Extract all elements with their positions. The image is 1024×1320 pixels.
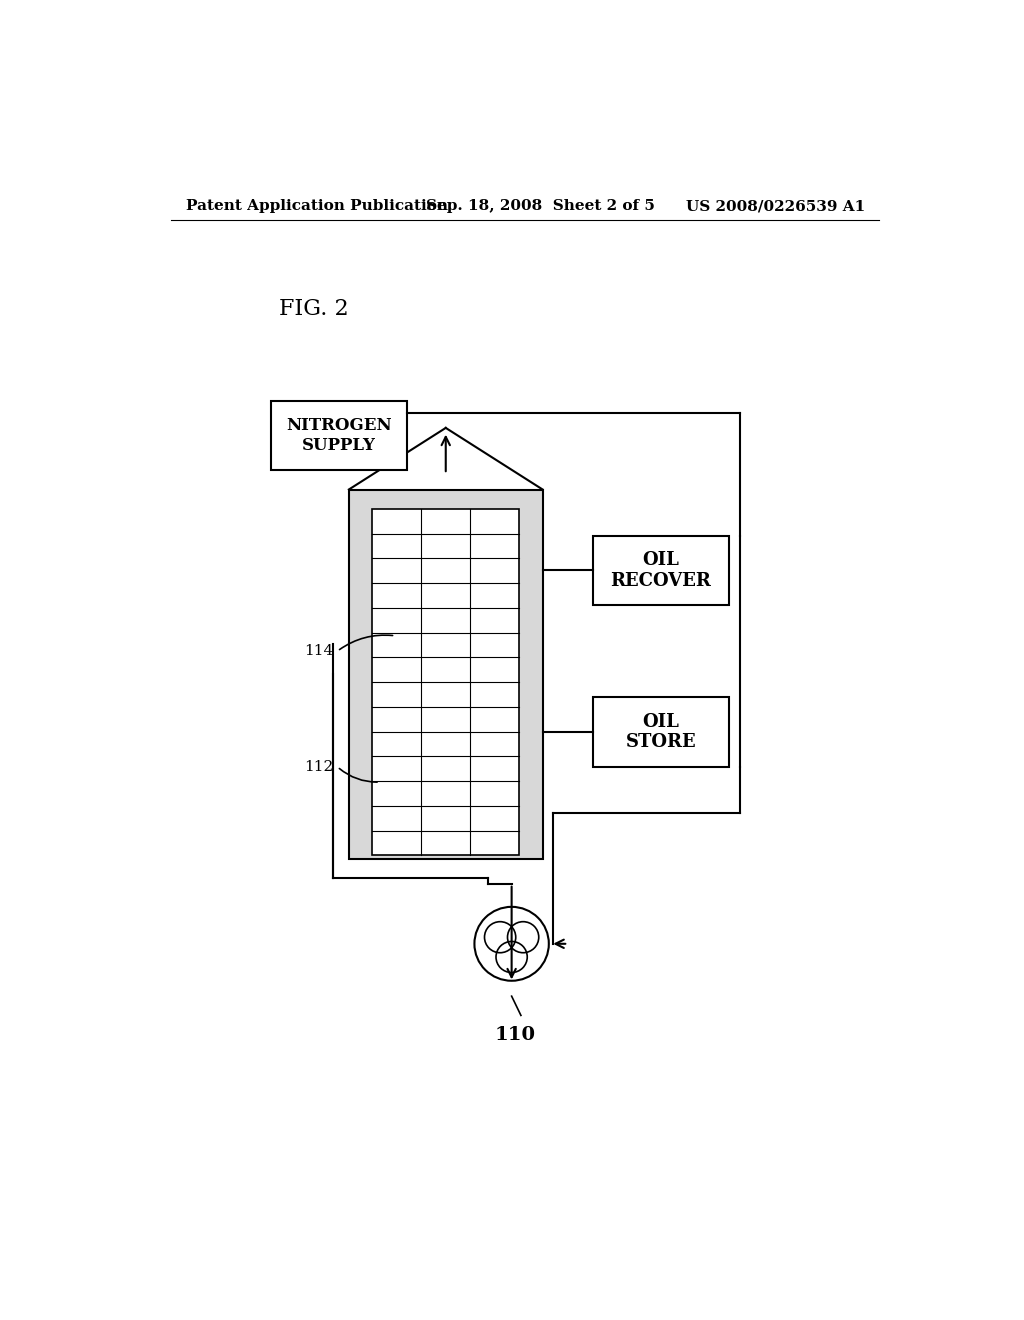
Text: 114: 114 xyxy=(304,644,334,659)
Text: Patent Application Publication: Patent Application Publication xyxy=(186,199,449,213)
Bar xyxy=(593,536,729,605)
Text: Sep. 18, 2008  Sheet 2 of 5: Sep. 18, 2008 Sheet 2 of 5 xyxy=(426,199,655,213)
Text: 110: 110 xyxy=(495,1026,536,1044)
Text: FIG. 2: FIG. 2 xyxy=(280,297,349,319)
Bar xyxy=(271,401,407,470)
Text: NITROGEN
SUPPLY: NITROGEN SUPPLY xyxy=(287,417,392,454)
Bar xyxy=(593,697,729,767)
Text: 112: 112 xyxy=(304,760,334,774)
Text: OIL
STORE: OIL STORE xyxy=(626,713,696,751)
Text: OIL
RECOVER: OIL RECOVER xyxy=(610,550,712,590)
Bar xyxy=(372,508,519,855)
Bar xyxy=(349,490,543,859)
Text: US 2008/0226539 A1: US 2008/0226539 A1 xyxy=(686,199,865,213)
